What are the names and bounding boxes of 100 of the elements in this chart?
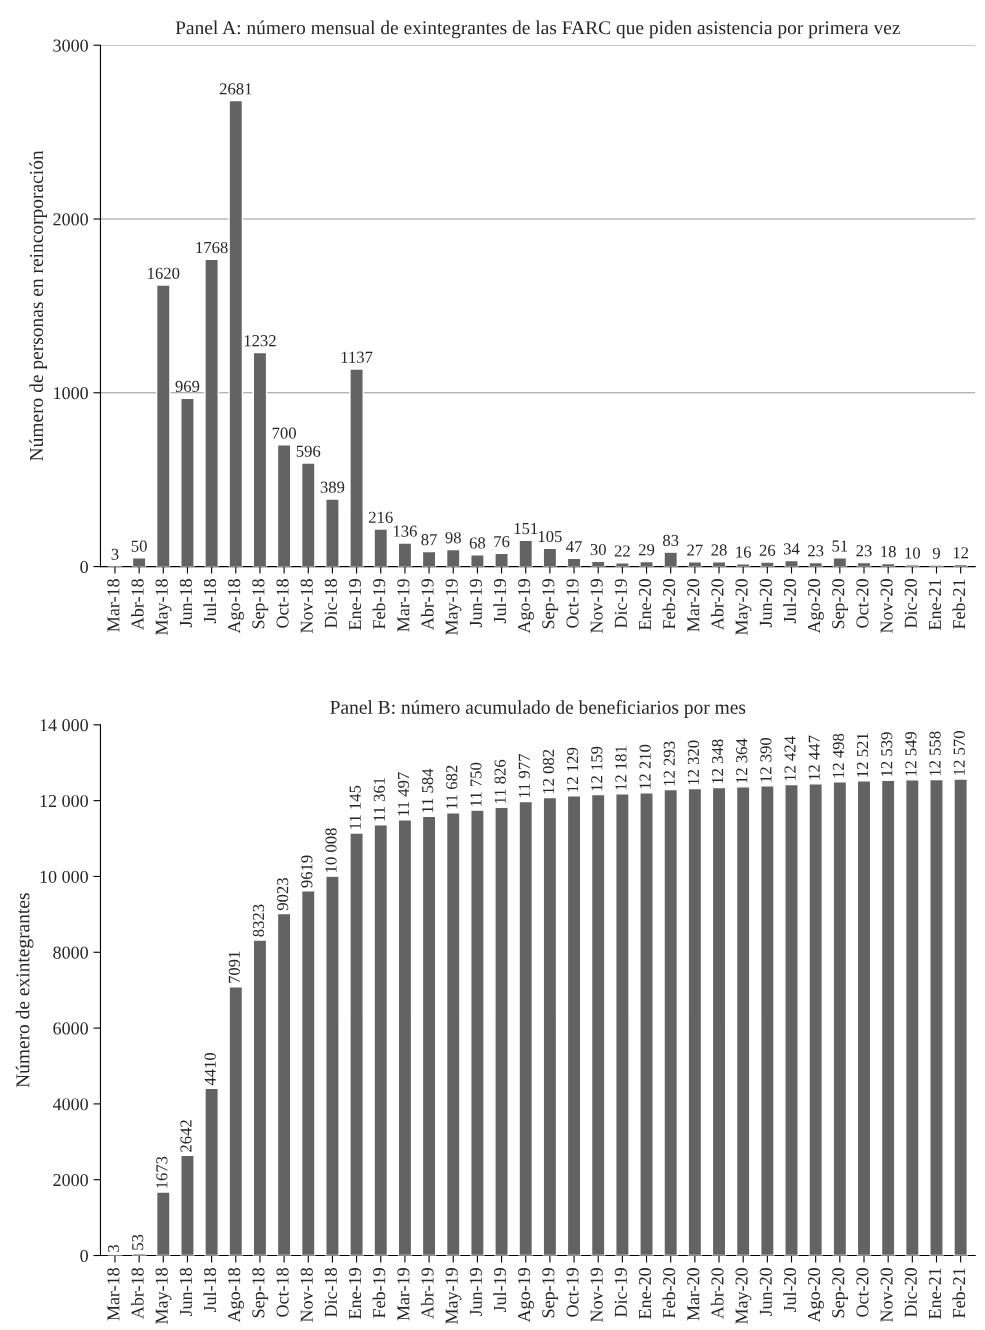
data-label: 12 364 xyxy=(736,738,748,783)
bar xyxy=(180,397,195,567)
x-tick-label: Abr-19 xyxy=(420,579,434,630)
data-label: 389 xyxy=(320,481,345,493)
data-label: 83 xyxy=(663,534,679,546)
bar xyxy=(784,783,799,1256)
data-label: 11 750 xyxy=(470,762,482,806)
y-tick-label: 2000 xyxy=(53,213,88,226)
bar xyxy=(494,806,509,1256)
y-tick-label: 2000 xyxy=(53,1173,88,1187)
bar xyxy=(494,552,509,567)
x-tick-label: Mar-19 xyxy=(397,579,410,632)
x-tick-label: Abr-18 xyxy=(130,579,144,630)
x-tick-label: Sep-20 xyxy=(832,1268,849,1318)
data-label: 8323 xyxy=(252,904,265,937)
bar xyxy=(325,875,340,1256)
bar xyxy=(204,1087,219,1256)
x-tick-label: Ene-21 xyxy=(928,579,942,630)
x-tick-label: May-20 xyxy=(735,1268,752,1324)
x-tick-label: Oct-19 xyxy=(566,579,579,628)
x-tick-label: Ene-21 xyxy=(928,1268,942,1319)
data-label: 11 682 xyxy=(446,765,458,809)
data-label: 12 320 xyxy=(687,740,700,785)
bar xyxy=(735,786,751,1256)
x-tick-label: Oct-20 xyxy=(856,579,869,628)
x-tick-label: May-19 xyxy=(445,1268,462,1324)
bar xyxy=(808,561,824,567)
data-label: 22 xyxy=(614,545,630,557)
bar xyxy=(639,560,654,567)
x-tick-label: Mar-19 xyxy=(397,1268,410,1321)
bar xyxy=(470,554,485,567)
y-tick-label: 14 000 xyxy=(40,719,88,732)
x-tick-label: Jun-20 xyxy=(759,1268,772,1317)
data-label: 50 xyxy=(131,540,147,552)
bar xyxy=(349,832,364,1256)
data-label: 23 xyxy=(856,545,872,557)
x-tick-label: Dic-20 xyxy=(904,1268,917,1317)
x-tick-label: Feb-21 xyxy=(952,1268,966,1318)
data-label: 216 xyxy=(368,511,393,523)
data-label: 10 008 xyxy=(325,828,337,872)
bar xyxy=(760,561,775,567)
data-label: 12 447 xyxy=(808,735,820,780)
data-label: 27 xyxy=(687,544,703,556)
data-label: 87 xyxy=(421,534,437,546)
bar xyxy=(373,824,389,1256)
data-label: 11 584 xyxy=(422,768,434,813)
y-tick-label: 12 000 xyxy=(40,794,88,808)
data-label: 26 xyxy=(759,544,776,556)
x-tick-label: Sep-18 xyxy=(252,1268,269,1318)
bar xyxy=(131,557,147,567)
bar xyxy=(856,780,872,1256)
bar xyxy=(639,792,654,1256)
x-tick-label: Ene-19 xyxy=(348,579,362,630)
x-tick-label: Mar-18 xyxy=(107,579,120,632)
bar xyxy=(760,785,775,1256)
x-tick-label: Feb-20 xyxy=(662,579,676,630)
x-tick-label: Jul-18 xyxy=(203,579,217,624)
y-tick-label: 4000 xyxy=(52,1098,88,1111)
data-label: 3 xyxy=(111,548,119,560)
data-label: 16 xyxy=(736,546,752,558)
y-tick-label: 1000 xyxy=(54,387,88,400)
x-tick-label: Jun-19 xyxy=(469,579,482,628)
bar xyxy=(590,793,606,1256)
x-tick-label: Jul-20 xyxy=(783,579,797,624)
data-label: 76 xyxy=(494,536,510,548)
chart-title: Panel A: número mensual de exintegrantes de las FARC que piden asistencia por primera vez xyxy=(175,20,900,39)
data-label: 1768 xyxy=(196,241,228,254)
x-tick-label: Jun-18 xyxy=(179,1268,192,1317)
data-label: 11 361 xyxy=(373,777,385,821)
bar xyxy=(832,557,848,567)
bar xyxy=(615,562,630,567)
bar xyxy=(784,559,799,567)
x-tick-label: Sep-19 xyxy=(542,579,559,629)
data-label: 34 xyxy=(783,543,800,555)
bar xyxy=(300,462,316,567)
data-label: 53 xyxy=(132,1234,144,1250)
y-tick-label: 10 000 xyxy=(40,870,88,883)
data-label: 68 xyxy=(469,537,486,549)
x-tick-label: Nov-19 xyxy=(590,1268,603,1322)
bar xyxy=(518,800,534,1256)
data-label: 18 xyxy=(881,546,896,558)
x-tick-label: Abr-18 xyxy=(130,1268,144,1319)
bar xyxy=(953,778,968,1256)
data-label: 12 539 xyxy=(881,732,893,776)
x-tick-label: Nov-18 xyxy=(300,579,313,634)
x-tick-label: Feb-19 xyxy=(372,1268,386,1318)
bar xyxy=(325,498,340,567)
bar xyxy=(252,939,268,1256)
x-tick-label: May-18 xyxy=(155,579,172,636)
bar xyxy=(808,783,824,1256)
x-tick-label: May-19 xyxy=(445,579,462,636)
x-tick-label: Oct-19 xyxy=(566,1268,579,1317)
bar xyxy=(687,787,703,1256)
data-label: 11 497 xyxy=(397,772,410,816)
x-tick-label: Abr-20 xyxy=(710,579,724,630)
data-label: 9 xyxy=(932,547,940,559)
x-tick-label: Jun-18 xyxy=(179,579,192,628)
y-tick-label: 3000 xyxy=(53,39,88,52)
x-tick-label: Nov-20 xyxy=(880,579,893,634)
data-label: 29 xyxy=(638,544,655,556)
